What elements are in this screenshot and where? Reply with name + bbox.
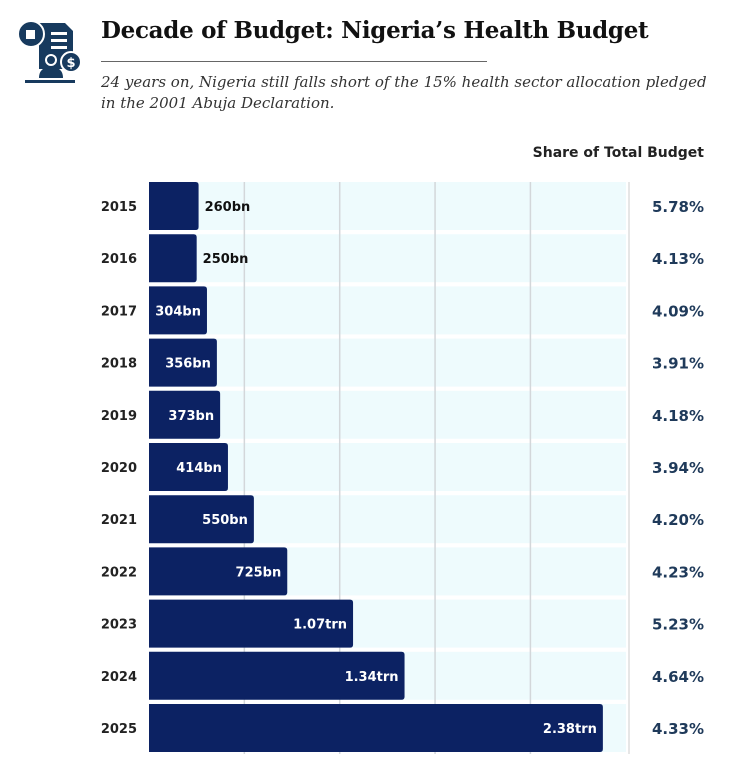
share-label: 4.18%: [652, 407, 704, 425]
share-column-header: Share of Total Budget: [532, 145, 704, 161]
value-label: 373bn: [168, 409, 214, 424]
share-label: 4.20%: [652, 511, 704, 529]
chart-subtitle: 24 years on, Nigeria still falls short o…: [101, 73, 707, 112]
year-label: 2025: [101, 722, 137, 737]
year-label: 2016: [101, 252, 137, 267]
bar-track: [149, 338, 626, 387]
bar-track: [149, 234, 626, 283]
bar: [149, 495, 254, 544]
bar: [149, 338, 217, 387]
value-label: 250bn: [203, 252, 249, 267]
bar-track: [149, 182, 626, 230]
value-label: 1.07trn: [293, 618, 347, 633]
value-label: 304bn: [155, 304, 201, 319]
year-label: 2020: [101, 461, 137, 476]
year-label: 2017: [101, 304, 137, 319]
bar: [149, 547, 288, 596]
bar: [149, 182, 199, 230]
year-label: 2023: [101, 618, 137, 633]
bar: [149, 443, 228, 491]
value-label: 725bn: [236, 565, 282, 580]
value-label: 2.38trn: [543, 722, 597, 737]
bar: [149, 234, 197, 283]
budget-document-icon: $: [17, 20, 82, 83]
year-label: 2018: [101, 357, 137, 372]
bar-track: [149, 390, 626, 439]
share-label: 5.23%: [652, 616, 704, 634]
share-label: 4.09%: [652, 302, 704, 320]
bar-track: [149, 286, 626, 335]
value-label: 260bn: [205, 200, 251, 215]
bar: [149, 651, 405, 700]
share-label: 4.23%: [652, 563, 704, 581]
year-label: 2022: [101, 565, 137, 580]
value-label: 550bn: [202, 513, 248, 528]
share-label: 4.13%: [652, 250, 704, 268]
value-label: 356bn: [165, 357, 211, 372]
value-label: 1.34trn: [345, 670, 399, 685]
bar: [149, 286, 207, 335]
bar-track: [149, 443, 626, 491]
share-label: 5.78%: [652, 198, 704, 216]
year-label: 2015: [101, 200, 137, 215]
year-label: 2024: [101, 670, 137, 685]
bar: [149, 599, 354, 648]
share-label: 3.94%: [652, 459, 704, 477]
svg-text:$: $: [66, 56, 75, 71]
title-divider: [101, 61, 487, 62]
share-label: 4.33%: [652, 720, 704, 738]
year-label: 2021: [101, 513, 137, 528]
bar: [149, 704, 603, 752]
bar: [149, 390, 221, 439]
year-label: 2019: [101, 409, 137, 424]
share-label: 4.64%: [652, 668, 704, 686]
share-label: 3.91%: [652, 355, 704, 373]
chart-title: Decade of Budget: Nigeria’s Health Budge…: [101, 17, 649, 44]
value-label: 414bn: [176, 461, 222, 476]
